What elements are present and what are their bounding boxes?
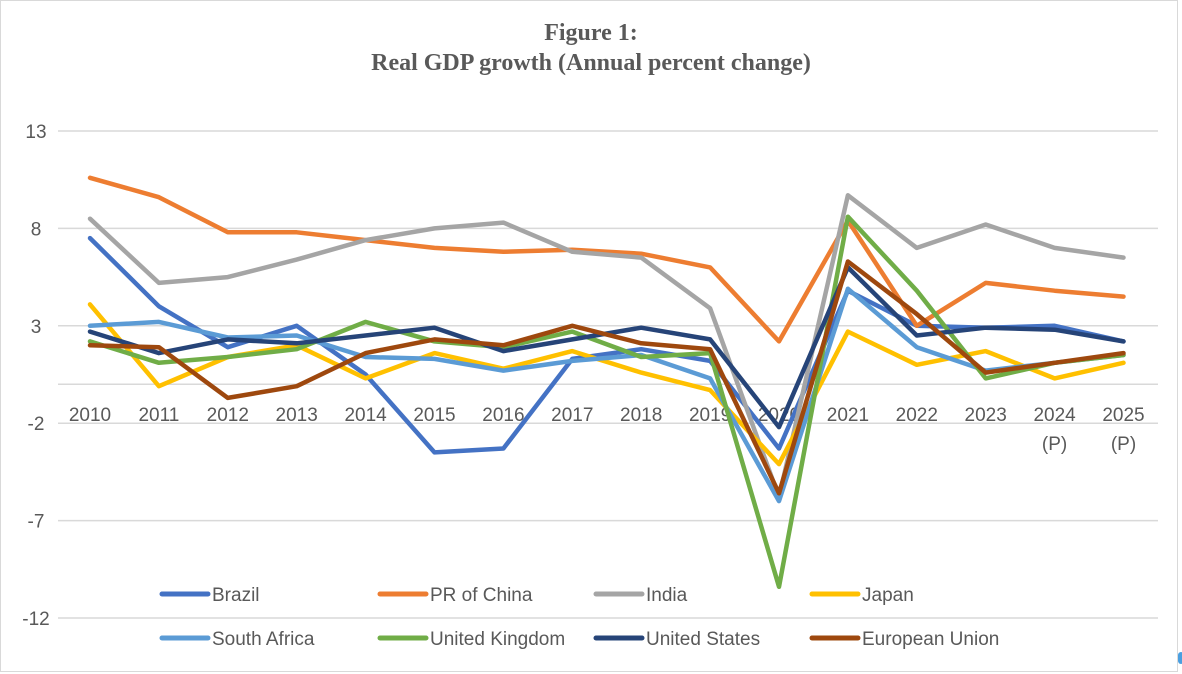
legend-item-united-states[interactable]: United States bbox=[593, 629, 760, 650]
legend-label: United Kingdom bbox=[430, 629, 565, 650]
x-tick-label: 2014 bbox=[344, 405, 387, 426]
x-tick-label: 2018 bbox=[620, 405, 662, 426]
y-tick-label: 13 bbox=[25, 122, 46, 143]
x-tick-label: 2019 bbox=[689, 405, 731, 426]
x-tick-label: 2015 bbox=[413, 405, 455, 426]
legend-item-south-africa[interactable]: South Africa bbox=[159, 629, 315, 650]
x-axis-ticks: 2010 2011 2012 2013 2014 2015 2016 2017 2018 2019… bbox=[69, 405, 1145, 455]
x-tick-label: 2024 bbox=[1033, 405, 1076, 426]
legend-label: South Africa bbox=[212, 629, 315, 650]
x-tick-label: 2021 bbox=[827, 405, 869, 426]
chart-title-line1: Figure 1: bbox=[544, 20, 638, 46]
chart-title: Figure 1: Real GDP growth (Annual percen… bbox=[0, 18, 1182, 78]
legend-label: European Union bbox=[862, 629, 999, 650]
series-line-european-union bbox=[87, 259, 1126, 496]
y-tick-label: -2 bbox=[28, 414, 45, 435]
legend-item-brazil[interactable]: Brazil bbox=[159, 585, 260, 606]
y-tick-label: -7 bbox=[28, 512, 45, 533]
legend: Brazil PR of China India Japan South Africa U… bbox=[159, 585, 999, 650]
x-tick-label: 2010 bbox=[69, 405, 111, 426]
legend-item-united-kingdom[interactable]: United Kingdom bbox=[377, 629, 565, 650]
series-line-united-kingdom bbox=[87, 214, 1126, 590]
y-tick-label: -12 bbox=[22, 609, 49, 630]
x-tick-label: 2013 bbox=[276, 405, 318, 426]
x-tick-label: 2022 bbox=[896, 405, 938, 426]
x-tick-label: 2016 bbox=[482, 405, 524, 426]
resize-handle[interactable] bbox=[1178, 652, 1182, 664]
x-tick-label: 2012 bbox=[207, 405, 249, 426]
legend-label: Japan bbox=[862, 585, 914, 606]
x-tick-sublabel: (P) bbox=[1042, 434, 1067, 455]
series-line-south-africa bbox=[87, 286, 1126, 504]
y-tick-label: 8 bbox=[31, 219, 42, 240]
series-lines bbox=[87, 175, 1126, 590]
x-tick-label: 2017 bbox=[551, 405, 593, 426]
legend-label: Brazil bbox=[212, 585, 260, 606]
series-line-pr-of-china bbox=[87, 175, 1126, 344]
series-line-india bbox=[87, 193, 1126, 500]
x-tick-label: 2011 bbox=[138, 405, 179, 426]
legend-label: United States bbox=[646, 629, 760, 650]
x-tick-label: 2025 bbox=[1102, 405, 1144, 426]
x-tick-sublabel: (P) bbox=[1111, 434, 1136, 455]
legend-label: PR of China bbox=[430, 585, 533, 606]
legend-label: India bbox=[646, 585, 688, 606]
y-tick-label: 3 bbox=[31, 317, 42, 338]
legend-item-india[interactable]: India bbox=[593, 585, 688, 606]
x-tick-label: 2023 bbox=[965, 405, 1007, 426]
legend-item-japan[interactable]: Japan bbox=[809, 585, 914, 606]
legend-item-pr-of-china[interactable]: PR of China bbox=[377, 585, 533, 606]
y-axis-ticks: 13 8 3 -2 -7 -12 bbox=[22, 122, 49, 630]
chart-title-line2: Real GDP growth (Annual percent change) bbox=[371, 50, 811, 76]
legend-item-european-union[interactable]: European Union bbox=[809, 629, 999, 650]
